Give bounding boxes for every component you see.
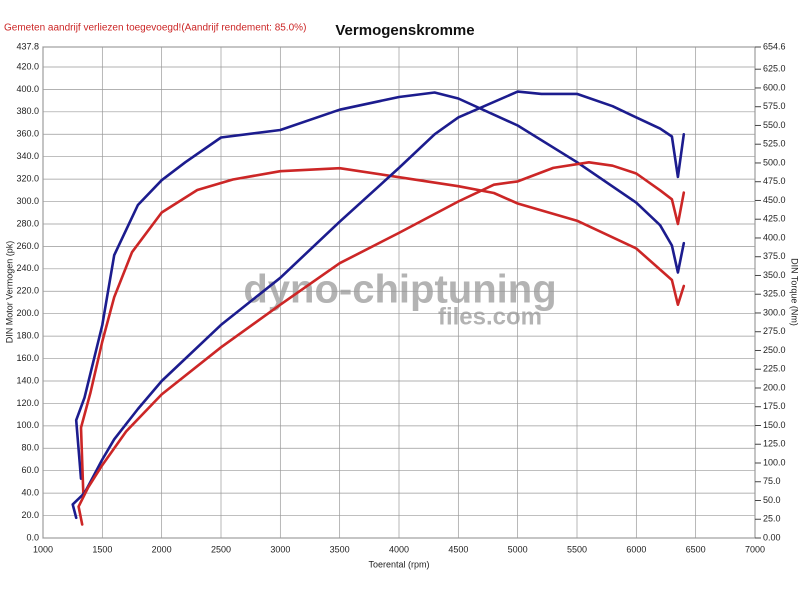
y2-tick-label: 200.0 bbox=[763, 382, 786, 392]
y-tick-label: 240.0 bbox=[16, 263, 39, 273]
y2-tick-label: 550.0 bbox=[763, 120, 786, 130]
y2-tick-label: 250.0 bbox=[763, 345, 786, 355]
y-tick-label: 40.0 bbox=[21, 488, 39, 498]
y2-tick-label: 375.0 bbox=[763, 251, 786, 261]
x-axis-label: Toerental (rpm) bbox=[368, 559, 429, 569]
y-tick-label: 100.0 bbox=[16, 420, 39, 430]
y2-tick-label: 125.0 bbox=[763, 439, 786, 449]
y-tick-label: 360.0 bbox=[16, 129, 39, 139]
y2-tick-label: 350.0 bbox=[763, 270, 786, 280]
x-tick-label: 6500 bbox=[686, 544, 706, 554]
x-tick-label: 5500 bbox=[567, 544, 587, 554]
y2-tick-label: 0.00 bbox=[763, 532, 781, 542]
y-tick-label: 437.8 bbox=[16, 41, 39, 51]
y2-tick-label: 425.0 bbox=[763, 214, 786, 224]
y2-tick-label: 300.0 bbox=[763, 307, 786, 317]
y2-tick-label: 275.0 bbox=[763, 326, 786, 336]
subtitle: Gemeten aandrijf verliezen toegevoegd!(A… bbox=[4, 23, 306, 34]
y2-tick-label: 75.0 bbox=[763, 476, 781, 486]
y2-tick-label: 500.0 bbox=[763, 157, 786, 167]
y2-tick-label: 225.0 bbox=[763, 364, 786, 374]
y-tick-label: 400.0 bbox=[16, 84, 39, 94]
x-tick-label: 3000 bbox=[270, 544, 290, 554]
y-tick-label: 220.0 bbox=[16, 286, 39, 296]
x-tick-label: 2000 bbox=[152, 544, 172, 554]
y2-tick-label: 600.0 bbox=[763, 82, 786, 92]
y2-tick-label: 625.0 bbox=[763, 64, 786, 74]
y-tick-label: 260.0 bbox=[16, 241, 39, 251]
y-tick-label: 0.0 bbox=[26, 532, 39, 542]
y-tick-label: 420.0 bbox=[16, 61, 39, 71]
y-tick-label: 160.0 bbox=[16, 353, 39, 363]
y-axis-label: DIN Motor Vermogen (pk) bbox=[4, 241, 14, 344]
x-tick-label: 3500 bbox=[330, 544, 350, 554]
y2-tick-label: 654.6 bbox=[763, 41, 786, 51]
x-tick-label: 7000 bbox=[745, 544, 765, 554]
y2-tick-label: 25.0 bbox=[763, 514, 781, 524]
watermark: dyno-chiptuning bbox=[243, 268, 556, 312]
series-line bbox=[71, 90, 686, 520]
y-tick-label: 60.0 bbox=[21, 465, 39, 475]
y2-axis-label: DIN Torque (Nm) bbox=[790, 258, 800, 326]
y2-tick-label: 150.0 bbox=[763, 420, 786, 430]
y-tick-label: 300.0 bbox=[16, 196, 39, 206]
y2-tick-label: 475.0 bbox=[763, 176, 786, 186]
y2-tick-label: 575.0 bbox=[763, 101, 786, 111]
y2-tick-label: 525.0 bbox=[763, 139, 786, 149]
x-tick-label: 1000 bbox=[33, 544, 53, 554]
y-tick-label: 340.0 bbox=[16, 151, 39, 161]
y-tick-label: 120.0 bbox=[16, 398, 39, 408]
y2-tick-label: 50.0 bbox=[763, 495, 781, 505]
y2-tick-label: 175.0 bbox=[763, 401, 786, 411]
chart-title: Vermogenskromme bbox=[335, 22, 474, 39]
y-tick-label: 280.0 bbox=[16, 218, 39, 228]
y-tick-label: 320.0 bbox=[16, 173, 39, 183]
x-tick-label: 5000 bbox=[508, 544, 528, 554]
y-tick-label: 140.0 bbox=[16, 375, 39, 385]
series-line bbox=[79, 166, 686, 495]
y-tick-label: 20.0 bbox=[21, 510, 39, 520]
x-tick-label: 6000 bbox=[626, 544, 646, 554]
y2-tick-label: 450.0 bbox=[763, 195, 786, 205]
y2-tick-label: 100.0 bbox=[763, 457, 786, 467]
y-tick-label: 380.0 bbox=[16, 106, 39, 116]
series-line bbox=[77, 161, 686, 526]
x-tick-label: 1500 bbox=[92, 544, 112, 554]
x-tick-label: 4500 bbox=[448, 544, 468, 554]
y-tick-label: 200.0 bbox=[16, 308, 39, 318]
x-tick-label: 2500 bbox=[211, 544, 231, 554]
series-line bbox=[74, 91, 686, 480]
y-tick-label: 80.0 bbox=[21, 443, 39, 453]
watermark: files.com bbox=[438, 303, 542, 330]
y2-tick-label: 325.0 bbox=[763, 289, 786, 299]
y2-tick-label: 400.0 bbox=[763, 232, 786, 242]
y-tick-label: 180.0 bbox=[16, 331, 39, 341]
x-tick-label: 4000 bbox=[389, 544, 409, 554]
